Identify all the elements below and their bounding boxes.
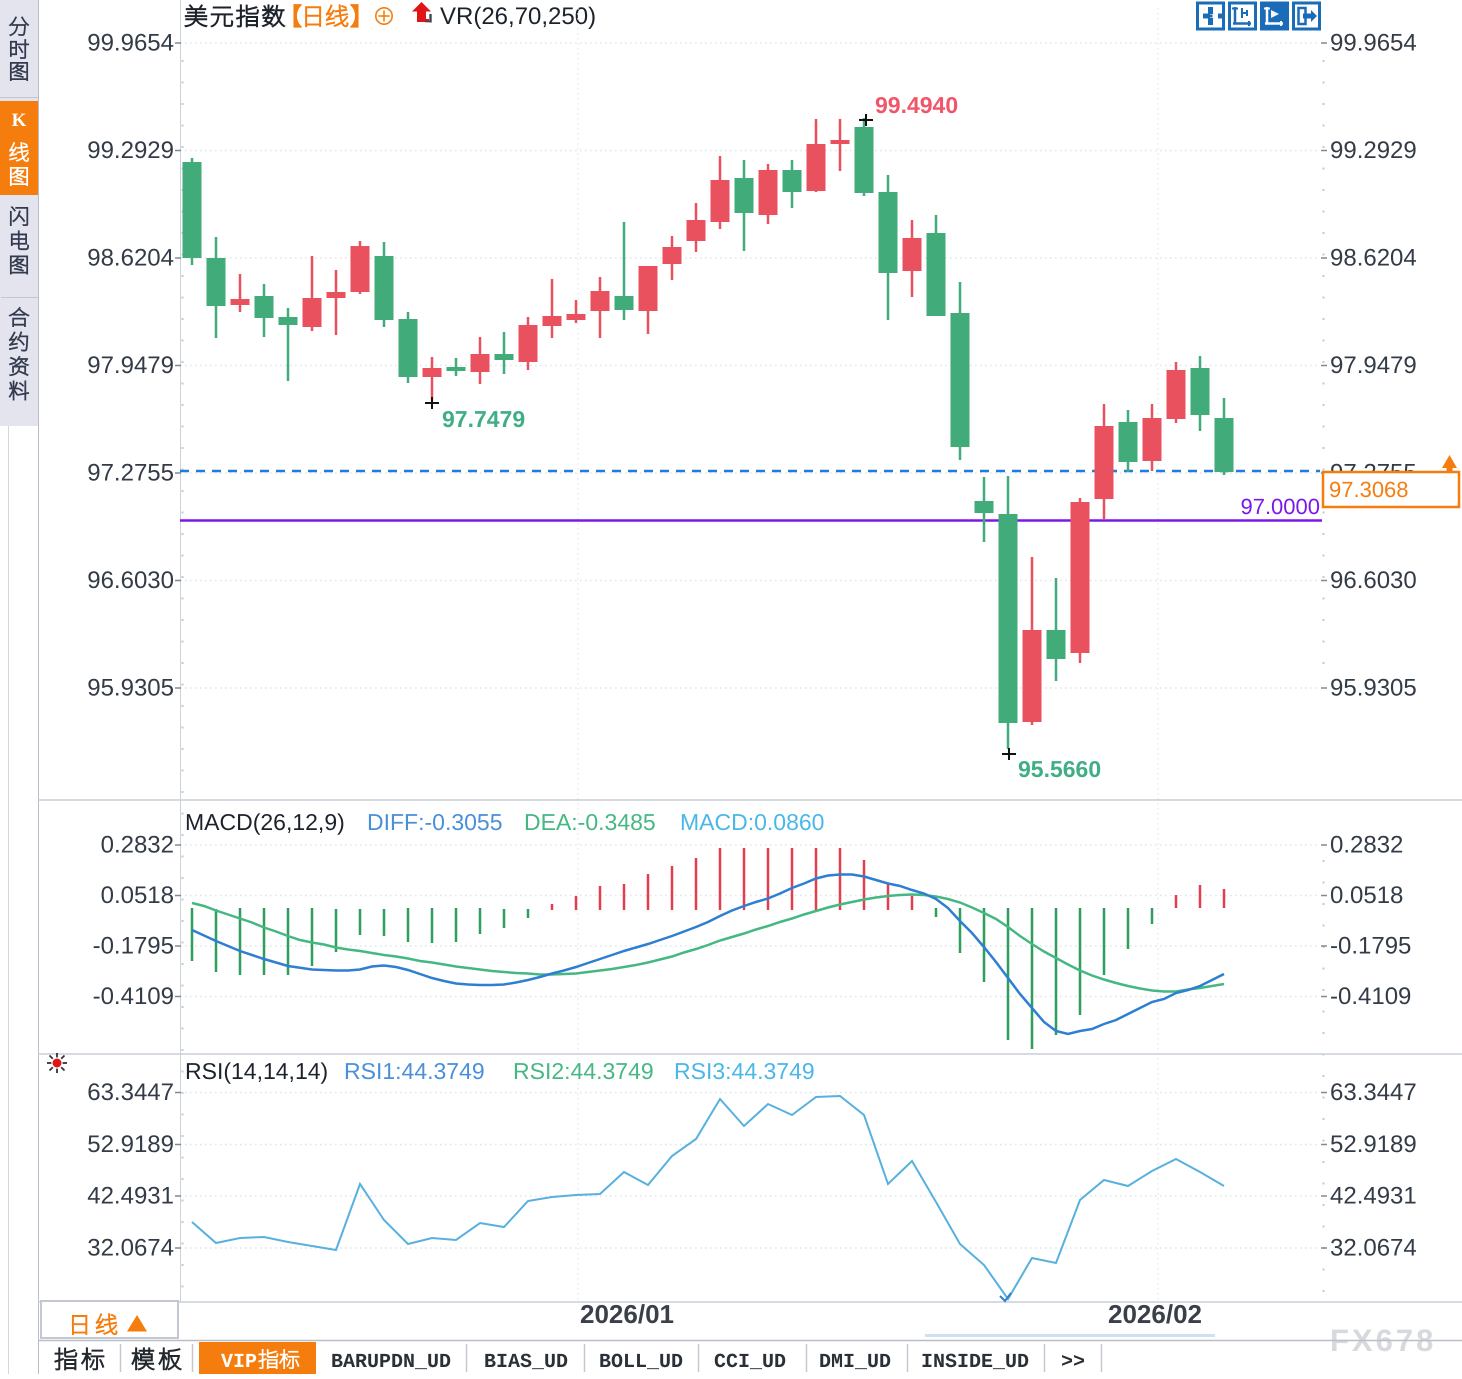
svg-text:63.3447: 63.3447 (87, 1079, 174, 1106)
svg-text:97.9479: 97.9479 (87, 352, 174, 379)
svg-text:99.9654: 99.9654 (87, 30, 174, 57)
svg-text:RSI2:44.3749: RSI2:44.3749 (513, 1058, 654, 1084)
svg-text:96.6030: 96.6030 (1330, 567, 1417, 594)
svg-text:-0.4109: -0.4109 (1330, 983, 1411, 1010)
svg-text:DEA:-0.3485: DEA:-0.3485 (524, 809, 656, 835)
svg-text:0.0518: 0.0518 (101, 882, 174, 909)
svg-text:-0.4109: -0.4109 (93, 983, 174, 1010)
svg-text:RSI1:44.3749: RSI1:44.3749 (344, 1058, 485, 1084)
svg-text:-0.1795: -0.1795 (1330, 933, 1411, 960)
svg-text:95.9305: 95.9305 (87, 675, 174, 702)
svg-text:97.2755: 97.2755 (87, 460, 174, 487)
svg-text:42.4931: 42.4931 (87, 1183, 174, 1210)
svg-text:97.7479: 97.7479 (442, 406, 525, 432)
svg-text:2026/01: 2026/01 (580, 1299, 674, 1329)
svg-text:>>: >> (1061, 1351, 1085, 1374)
svg-text:52.9189: 52.9189 (87, 1131, 174, 1158)
svg-text:BIAS_UD: BIAS_UD (484, 1351, 568, 1374)
svg-text:98.6204: 98.6204 (1330, 245, 1417, 272)
svg-text:K: K (12, 110, 27, 131)
svg-text:MACD:0.0860: MACD:0.0860 (680, 809, 824, 835)
svg-text:RSI3:44.3749: RSI3:44.3749 (674, 1058, 815, 1084)
svg-text:97.0000: 97.0000 (1240, 494, 1320, 519)
svg-text:RSI(14,14,14): RSI(14,14,14) (185, 1058, 328, 1084)
svg-text:INSIDE_UD: INSIDE_UD (921, 1351, 1029, 1374)
svg-text:95.5660: 95.5660 (1018, 756, 1101, 782)
svg-text:42.4931: 42.4931 (1330, 1183, 1417, 1210)
svg-text:98.6204: 98.6204 (87, 245, 174, 272)
svg-text:95.9305: 95.9305 (1330, 675, 1417, 702)
svg-text:0.2832: 0.2832 (1330, 832, 1403, 859)
svg-text:99.2929: 99.2929 (1330, 137, 1417, 164)
svg-text:-0.1795: -0.1795 (93, 933, 174, 960)
svg-text:2026/02: 2026/02 (1108, 1299, 1202, 1329)
svg-text:VIP: VIP (221, 1351, 257, 1374)
svg-text:97.9479: 97.9479 (1330, 352, 1417, 379)
svg-text:32.0674: 32.0674 (87, 1235, 174, 1262)
svg-text:DMI_UD: DMI_UD (819, 1351, 891, 1374)
svg-text:99.2929: 99.2929 (87, 137, 174, 164)
svg-text:CCI_UD: CCI_UD (714, 1351, 786, 1374)
svg-text:VR(26,70,250): VR(26,70,250) (440, 3, 596, 30)
svg-text:32.0674: 32.0674 (1330, 1235, 1417, 1262)
svg-text:99.4940: 99.4940 (875, 92, 958, 118)
svg-text:BARUPDN_UD: BARUPDN_UD (331, 1351, 451, 1374)
svg-text:96.6030: 96.6030 (87, 567, 174, 594)
svg-text:DIFF:-0.3055: DIFF:-0.3055 (367, 809, 503, 835)
svg-text:52.9189: 52.9189 (1330, 1131, 1417, 1158)
svg-text:MACD(26,12,9): MACD(26,12,9) (185, 809, 345, 835)
svg-text:97.3068: 97.3068 (1329, 477, 1409, 502)
svg-text:0.2832: 0.2832 (101, 832, 174, 859)
svg-text:BOLL_UD: BOLL_UD (599, 1351, 683, 1374)
svg-text:99.9654: 99.9654 (1330, 30, 1417, 57)
svg-text:63.3447: 63.3447 (1330, 1079, 1417, 1106)
svg-text:0.0518: 0.0518 (1330, 882, 1403, 909)
